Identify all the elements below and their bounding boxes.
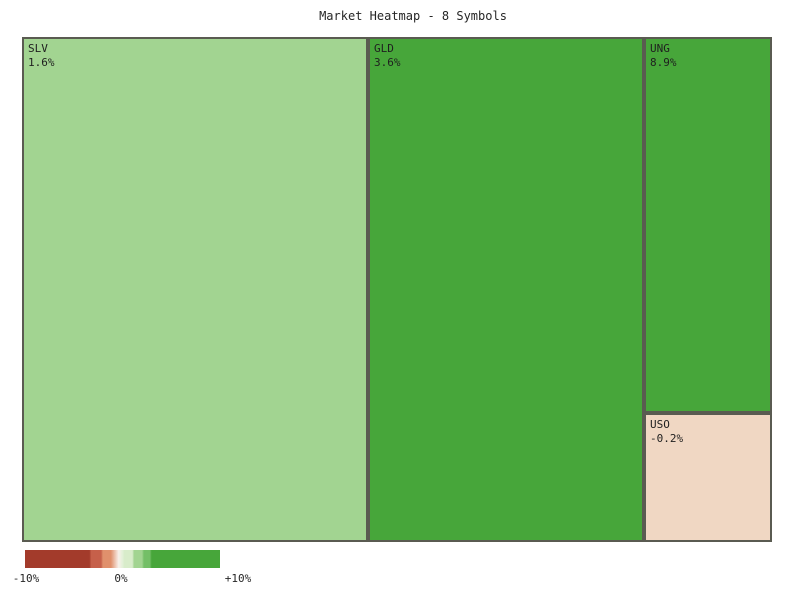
tile-change-pct: -0.2% [650,432,684,445]
tile-label: USO -0.2% [646,415,770,449]
chart-title: Market Heatmap - 8 Symbols [319,9,507,23]
tile-change-pct: 3.6% [374,56,401,69]
tile-change-pct: 8.9% [650,56,677,69]
tile-label: UNG 8.9% [646,39,770,73]
tile-symbol: GLD [374,42,394,55]
colorbar-max-label: +10% [224,572,252,585]
colorbar-mid-label: 0% [114,572,128,585]
tile-label: SLV 1.6% [24,39,366,73]
treemap-tile-uso[interactable]: USO -0.2% [644,413,772,542]
tile-symbol: USO [650,418,670,431]
treemap-tile-ung[interactable]: UNG 8.9% [644,37,772,413]
tile-symbol: UNG [650,42,670,55]
colorbar-min-label: -10% [12,572,40,585]
treemap-tile-gld[interactable]: GLD 3.6% [368,37,644,542]
tile-change-pct: 1.6% [28,56,55,69]
treemap-tile-slv[interactable]: SLV 1.6% [22,37,368,542]
tile-symbol: SLV [28,42,48,55]
colorbar-gradient [25,550,220,568]
tile-label: GLD 3.6% [370,39,642,73]
